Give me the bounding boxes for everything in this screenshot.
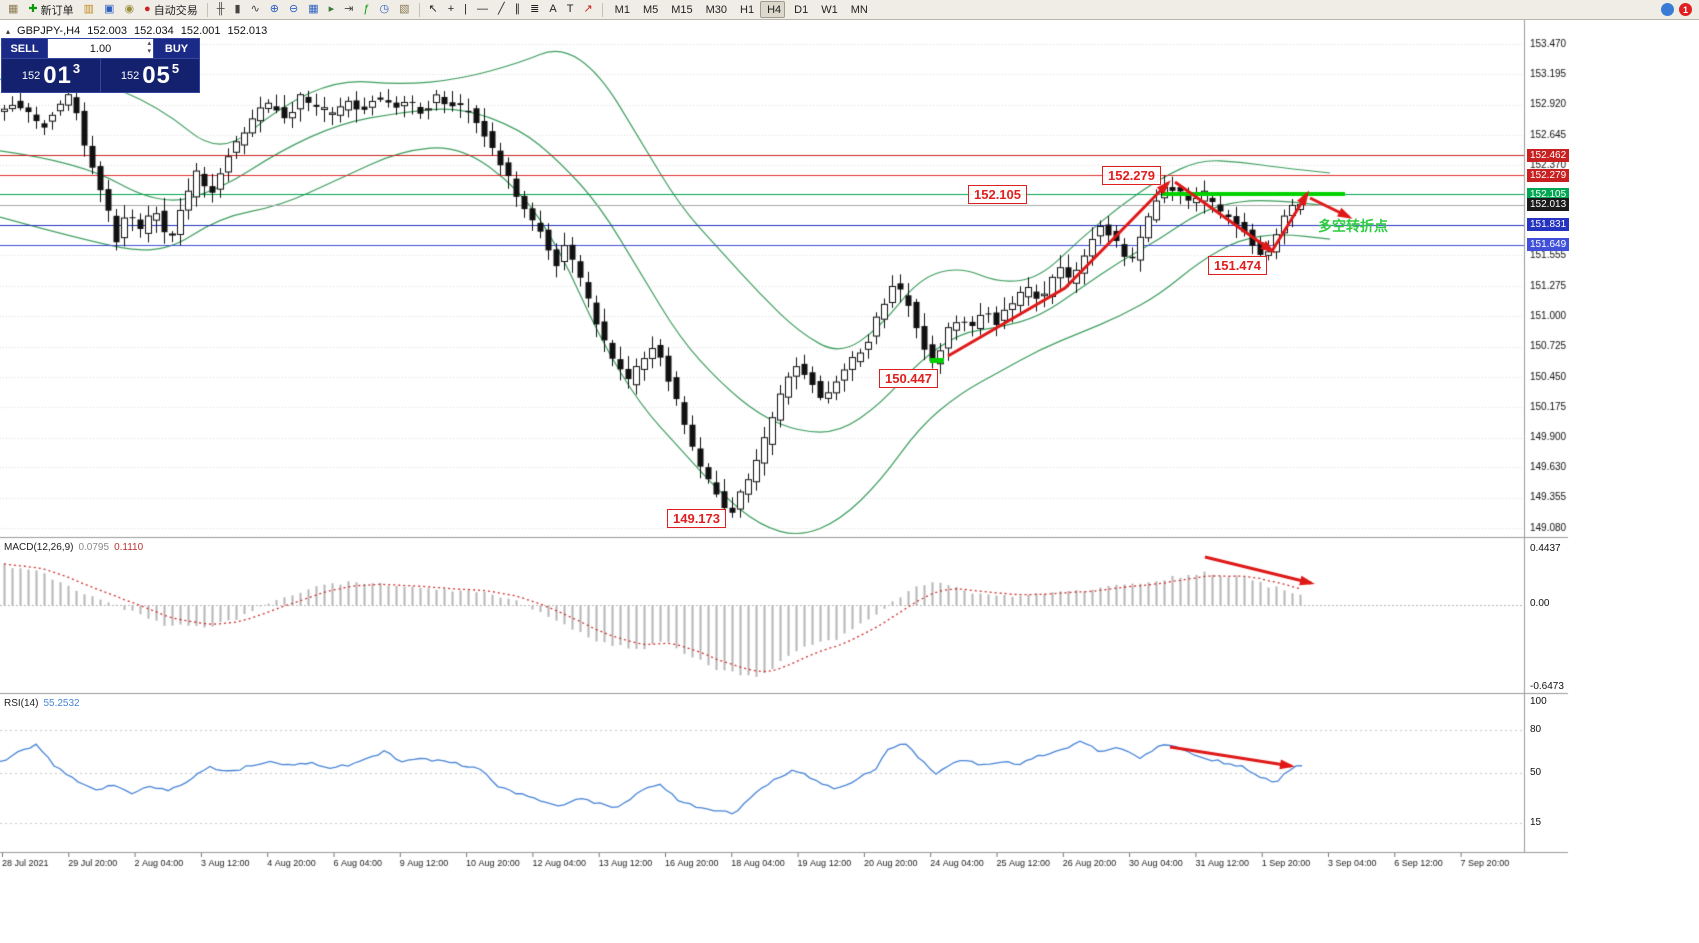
volume-down-icon[interactable]: ▾ bbox=[147, 48, 151, 55]
rsi-value: 55.2532 bbox=[43, 698, 80, 709]
volume-value: 1.00 bbox=[89, 42, 112, 55]
text-button[interactable]: A bbox=[549, 3, 557, 15]
rsi-axis-label: 100 bbox=[1530, 696, 1547, 707]
zoom-in-button[interactable]: ⊕ bbox=[269, 3, 279, 15]
rsi-name: RSI(14) bbox=[4, 698, 39, 709]
zoom-out-button[interactable]: ⊖ bbox=[289, 3, 299, 15]
buy-button[interactable]: BUY bbox=[153, 39, 199, 58]
macd-axis-label: -0.6473 bbox=[1530, 681, 1564, 692]
buy-price-pip: 5 bbox=[171, 61, 180, 76]
timeframe-w1[interactable]: W1 bbox=[821, 3, 838, 16]
crosshair-button[interactable]: + bbox=[447, 3, 455, 15]
toolbar-separator bbox=[601, 2, 603, 17]
macd-value: 0.0795 bbox=[78, 542, 110, 553]
community-icon[interactable] bbox=[1661, 3, 1674, 16]
macd-axis-label: 0.00 bbox=[1530, 598, 1550, 609]
volume-up-icon[interactable]: ▴ bbox=[147, 40, 151, 47]
price-annotation[interactable]: 152.105 bbox=[968, 185, 1027, 204]
chart-icon: ▴ bbox=[6, 26, 11, 36]
rsi-indicator-label: RSI(14) 55.2532 bbox=[4, 698, 80, 709]
horizontal-line-button[interactable]: — bbox=[477, 3, 489, 15]
macd-name: MACD(12,26,9) bbox=[4, 542, 74, 553]
alerts-button[interactable]: ◉ bbox=[124, 3, 135, 15]
vertical-line-button[interactable]: | bbox=[464, 3, 468, 15]
arrows-button[interactable]: ↗ bbox=[583, 3, 593, 15]
price-tag: 152.462 bbox=[1527, 148, 1570, 162]
symbol-label: GBPJPY-,H4 bbox=[17, 25, 81, 37]
timeframe-mn[interactable]: MN bbox=[850, 3, 868, 16]
price-tag: 151.831 bbox=[1527, 218, 1570, 232]
chart-shift-button[interactable]: ⇥ bbox=[344, 3, 354, 15]
fibonacci-button[interactable]: ≣ bbox=[530, 3, 540, 15]
toolbar-separator bbox=[206, 2, 208, 17]
periods-button[interactable]: ◷ bbox=[379, 3, 390, 15]
rsi-axis-label: 80 bbox=[1530, 724, 1542, 735]
sell-price-main: 01 bbox=[43, 61, 72, 89]
timeframe-h4[interactable]: H4 bbox=[760, 1, 786, 18]
quote-open: 152.003 bbox=[87, 25, 127, 37]
price-tag: 152.013 bbox=[1527, 198, 1570, 212]
toolbar-buttons: ▦ ✚ 新订单 ▥ ▣ ◉ ● 自动交易 ╫ ▮ ∿ ⊕ ⊖ ▦ ▸ ⇥ ƒ ◷ ▧ ↖ + | — ╱ ∥ ≣ A T ↗ M1 M5 M1… bbox=[3, 1, 873, 18]
line-chart-button[interactable]: ∿ bbox=[250, 3, 260, 15]
macd-axis-label: 0.4437 bbox=[1530, 543, 1561, 554]
price-annotation[interactable]: 149.173 bbox=[667, 509, 726, 528]
new-chart-button[interactable]: ▦ bbox=[8, 3, 19, 15]
bar-chart-button[interactable]: ╫ bbox=[216, 3, 225, 15]
label-button[interactable]: T bbox=[566, 3, 574, 15]
timeframe-m30[interactable]: M30 bbox=[705, 3, 728, 16]
rsi-axis-label: 15 bbox=[1530, 817, 1542, 828]
timeframe-m5[interactable]: M5 bbox=[642, 3, 659, 16]
channel-button[interactable]: ∥ bbox=[514, 3, 521, 15]
rsi-axis-label: 50 bbox=[1530, 767, 1542, 778]
sell-price-prefix: 152 bbox=[21, 69, 41, 82]
price-tag: 152.105 bbox=[1527, 187, 1570, 201]
timeframe-m1[interactable]: M1 bbox=[614, 3, 630, 16]
volume-stepper[interactable]: ▴ ▾ bbox=[147, 40, 151, 56]
sell-button[interactable]: SELL bbox=[2, 39, 48, 58]
new-order-button[interactable]: ✚ 新订单 bbox=[28, 3, 74, 17]
timeframe-h1[interactable]: H1 bbox=[740, 3, 755, 16]
one-click-trade-panel: SELL 1.00 ▴ ▾ BUY 152 01 3 152 05 5 bbox=[1, 38, 200, 93]
price-annotation[interactable]: 151.474 bbox=[1208, 256, 1267, 275]
trendline-button[interactable]: ╱ bbox=[498, 3, 505, 15]
notification-badge[interactable]: 1 bbox=[1679, 3, 1692, 16]
price-annotation[interactable]: 152.279 bbox=[1102, 166, 1161, 185]
macd-signal-value: 0.1110 bbox=[114, 542, 144, 553]
autotrading-button[interactable]: ● 自动交易 bbox=[144, 3, 198, 17]
sell-price-display[interactable]: 152 01 3 bbox=[2, 59, 101, 92]
price-tag: 151.649 bbox=[1527, 238, 1570, 252]
cursor-button[interactable]: ↖ bbox=[428, 3, 438, 15]
quote-low: 152.001 bbox=[180, 25, 221, 37]
macd-indicator-label: MACD(12,26,9) 0.0795 0.1110 bbox=[4, 542, 143, 553]
timeframe-d1[interactable]: D1 bbox=[794, 3, 809, 16]
trend-turn-label[interactable]: 多空转折点 bbox=[1318, 218, 1388, 234]
buy-price-prefix: 152 bbox=[120, 69, 140, 82]
toolbar-separator bbox=[418, 2, 420, 17]
templates-button[interactable]: ▧ bbox=[399, 3, 410, 15]
candlestick-chart-button[interactable]: ▮ bbox=[234, 3, 241, 15]
timeframe-m15[interactable]: M15 bbox=[671, 3, 693, 16]
toolbar: ▦ ✚ 新订单 ▥ ▣ ◉ ● 自动交易 ╫ ▮ ∿ ⊕ ⊖ ▦ ▸ ⇥ ƒ ◷ ▧ ↖ + | — ╱ ∥ ≣ A T ↗ M1 M5 M1… bbox=[0, 0, 1699, 20]
buy-price-main: 05 bbox=[142, 61, 171, 89]
quote-close: 152.013 bbox=[227, 25, 268, 37]
price-tag: 152.279 bbox=[1527, 168, 1570, 182]
tile-windows-button[interactable]: ▦ bbox=[308, 3, 319, 15]
terminal-button[interactable]: ▣ bbox=[104, 3, 115, 15]
volume-input[interactable]: 1.00 ▴ ▾ bbox=[48, 39, 153, 58]
toolbar-right: 1 bbox=[1661, 3, 1696, 16]
quote-high: 152.034 bbox=[133, 25, 174, 37]
auto-scroll-button[interactable]: ▸ bbox=[328, 3, 335, 15]
price-annotation[interactable]: 150.447 bbox=[879, 369, 938, 388]
indicators-button[interactable]: ƒ bbox=[363, 3, 370, 15]
sell-price-pip: 3 bbox=[72, 61, 81, 76]
buy-price-display[interactable]: 152 05 5 bbox=[101, 59, 199, 92]
profiles-button[interactable]: ▥ bbox=[83, 3, 95, 15]
symbol-ohlc-header: ▴ GBPJPY-,H4 152.003 152.034 152.001 152… bbox=[6, 25, 267, 37]
